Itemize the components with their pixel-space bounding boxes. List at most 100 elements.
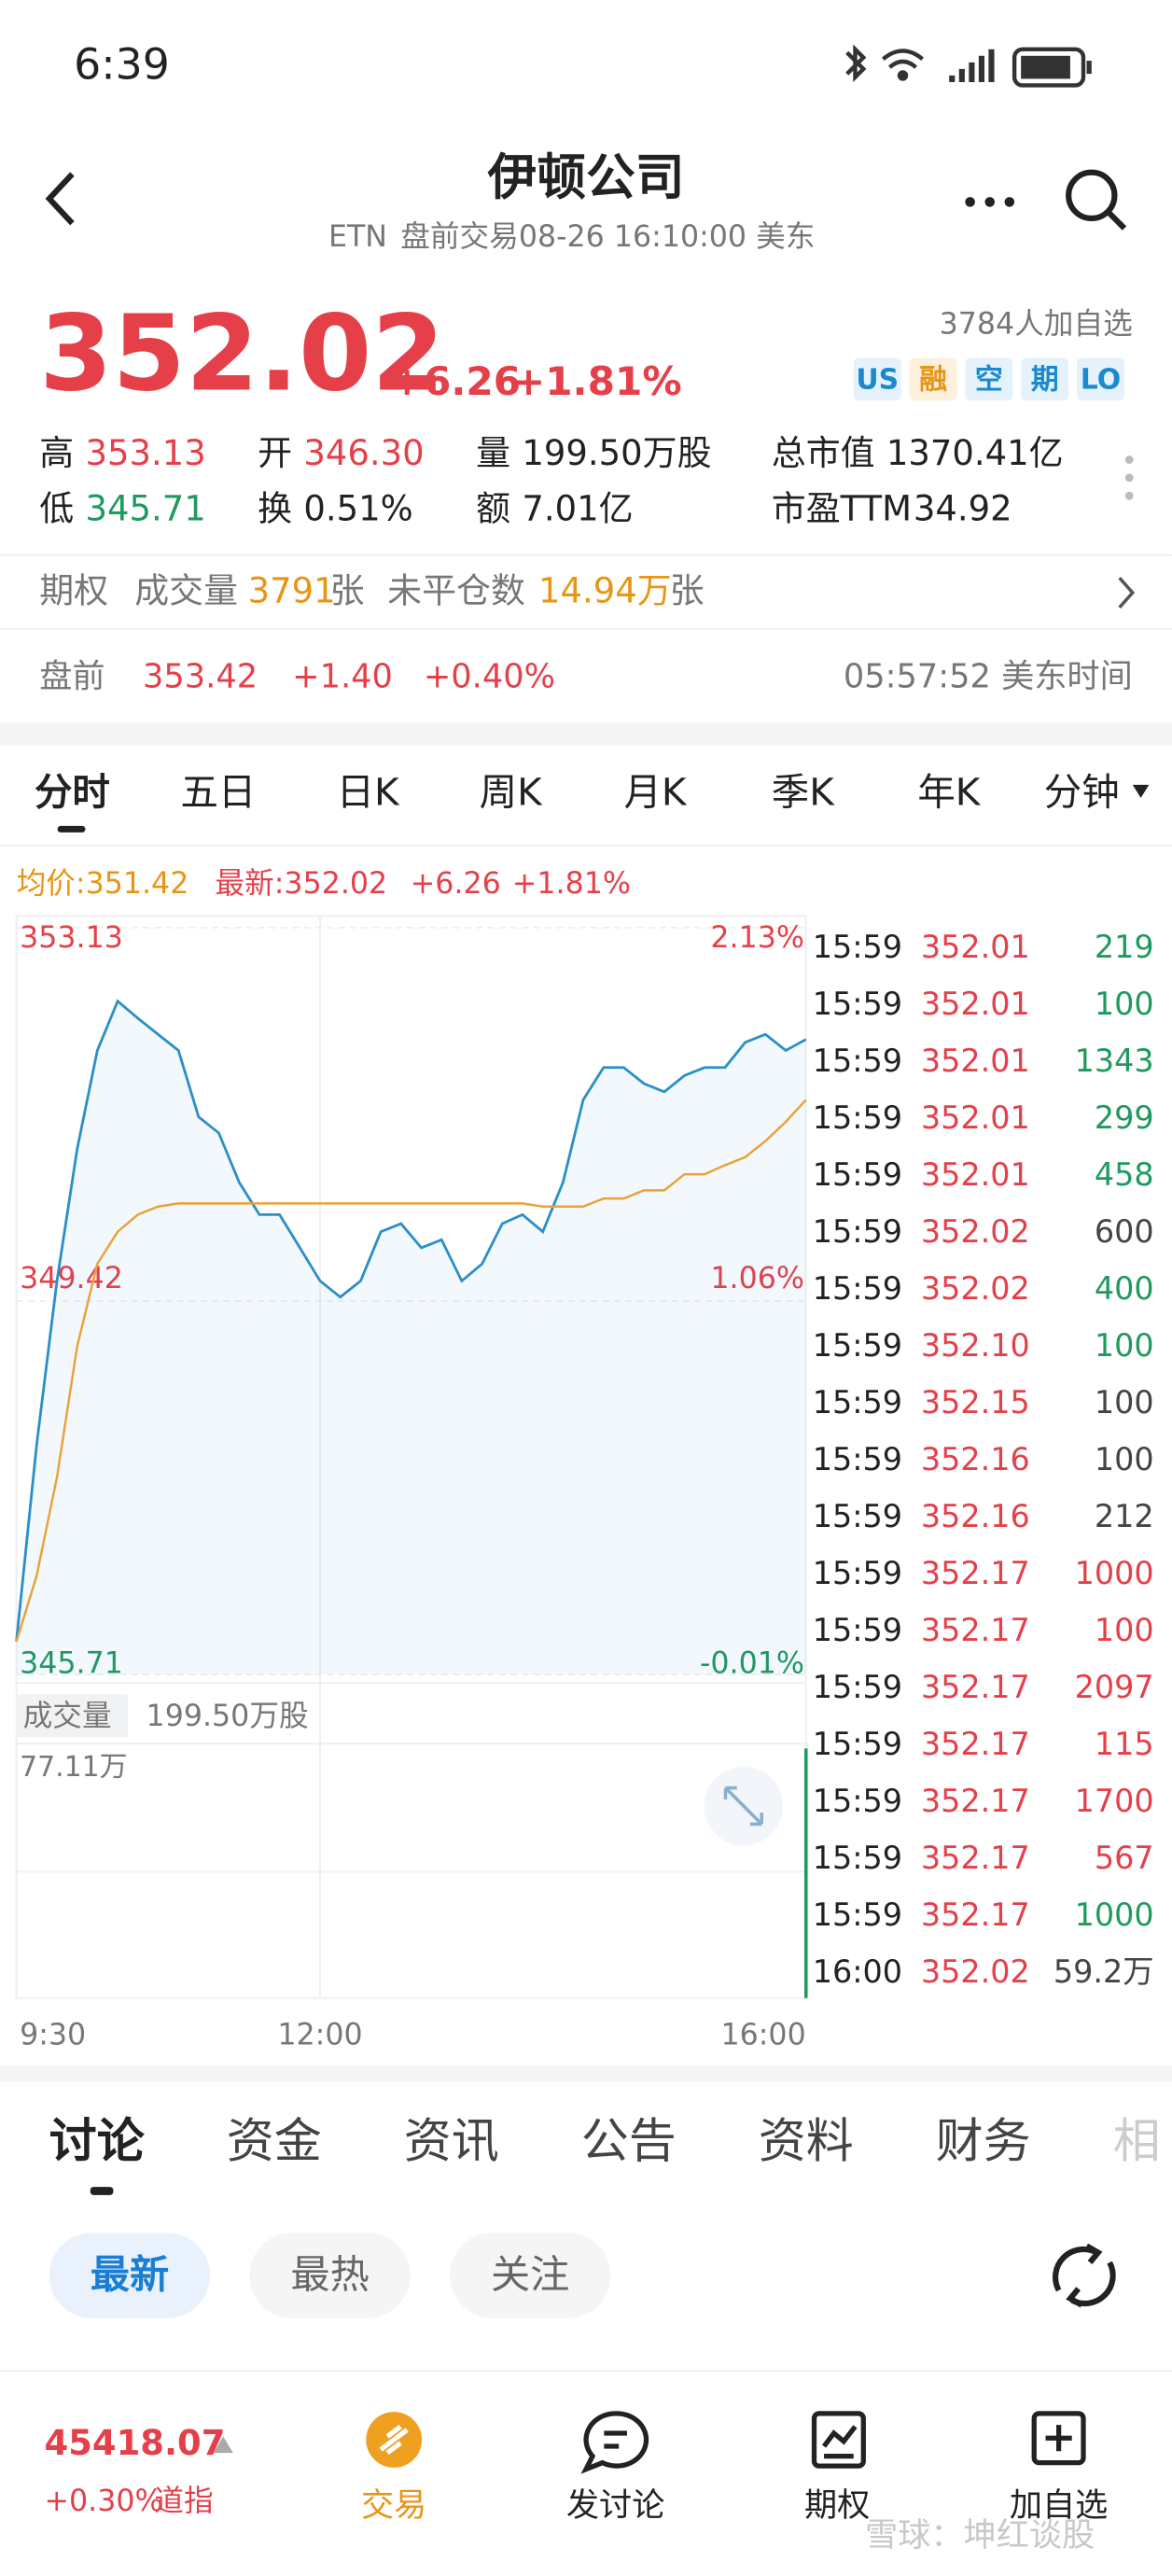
content-tab-indicator: [90, 2187, 114, 2195]
filter-pill[interactable]: [49, 2233, 211, 2318]
trade-price: 352.01: [921, 986, 1030, 1022]
trade-volume: 100: [1095, 1612, 1154, 1648]
options-volume-unit: 张: [330, 571, 365, 611]
nav-item[interactable]: 交易: [361, 2486, 426, 2525]
content-tab[interactable]: 资料: [759, 2114, 854, 2169]
premarket-change-pct: +0.40%: [424, 658, 555, 696]
avg-line: [15, 1099, 807, 1643]
tag: LO: [1081, 364, 1121, 397]
period-tab[interactable]: 分时: [35, 769, 110, 814]
x-tick-label: 16:00: [720, 2018, 805, 2051]
price-area: [16, 1001, 806, 1675]
trade-price: 352.01: [921, 1099, 1030, 1136]
trade-price: 352.17: [921, 1897, 1030, 1933]
trade-time: 15:59: [813, 1840, 902, 1876]
more-button[interactable]: [965, 197, 1015, 207]
content-tab[interactable]: 资金: [227, 2114, 322, 2169]
index-value: 45418.07: [45, 2423, 226, 2463]
trade-time: 15:59: [813, 1555, 902, 1591]
quote-price: 352.02: [39, 293, 444, 415]
tag: US: [856, 364, 899, 397]
trade-time: 15:59: [813, 1612, 902, 1648]
y-tick-label: 345.71: [20, 1647, 123, 1681]
trade-volume: 100: [1095, 986, 1154, 1022]
stat-label: 市盈TTM: [772, 489, 912, 529]
x-tick-label: 12:00: [277, 2018, 362, 2051]
period-tab[interactable]: 周K: [480, 769, 543, 814]
nav-item[interactable]: 期权: [804, 2486, 870, 2525]
trade-time: 15:59: [813, 1897, 902, 1933]
content-tab[interactable]: 财务: [936, 2114, 1031, 2169]
options-oi-label: 未平仓数: [387, 571, 525, 611]
trade-volume: 1700: [1075, 1783, 1154, 1819]
trade-price: 352.16: [921, 1441, 1030, 1477]
trade-volume: 115: [1095, 1726, 1154, 1762]
filter-pill[interactable]: [449, 2233, 611, 2318]
filter[interactable]: 最新: [91, 2251, 169, 2297]
filter[interactable]: 关注: [491, 2251, 569, 2297]
trade-price: 352.02: [921, 1953, 1030, 1990]
period-tab[interactable]: 年K: [917, 769, 981, 814]
period-tab[interactable]: 日K: [337, 769, 400, 814]
stat-value: 34.92: [914, 489, 1012, 529]
period-tab[interactable]: 五日: [181, 769, 257, 814]
volume-total: 199.50万股: [146, 1700, 309, 1733]
period-tab[interactable]: 季K: [772, 769, 835, 814]
more-stats[interactable]: [1124, 455, 1134, 500]
pct-tick-label: -0.01%: [700, 1647, 804, 1681]
trade-time: 16:00: [813, 1953, 902, 1990]
back-button[interactable]: [45, 172, 75, 226]
stat-value: 353.13: [85, 433, 205, 473]
content-tab[interactable]: 公告: [581, 2114, 677, 2169]
nav-item[interactable]: 发讨论: [566, 2486, 665, 2525]
trade-volume: 100: [1095, 1327, 1154, 1364]
options-arrow[interactable]: [1118, 577, 1136, 609]
dropdown-arrow[interactable]: [1132, 784, 1150, 798]
trade-price: 352.10: [921, 1327, 1030, 1364]
premarket-price: 353.42: [143, 658, 258, 696]
trade-time: 15:59: [813, 1270, 902, 1307]
period-tab[interactable]: 月K: [623, 769, 687, 814]
trade-time: 15:59: [813, 929, 902, 965]
index-name: 道指: [154, 2485, 213, 2518]
volume-max: 77.11万: [20, 1751, 127, 1784]
premarket-time: 05:57:52 美东时间: [844, 658, 1133, 696]
content-tab[interactable]: 相: [1113, 2114, 1161, 2169]
period-tab[interactable]: 分钟: [1044, 769, 1120, 814]
options-volume: 3791: [248, 571, 336, 611]
stat-value: 0.51%: [303, 489, 412, 529]
legend-change: +6.26: [411, 867, 501, 901]
stat-label: 量: [476, 433, 510, 473]
tag-bg: [965, 357, 1013, 401]
watermark: 雪球：坤红谈股: [865, 2516, 1095, 2555]
header-ticker: ETN: [328, 220, 387, 254]
trade-time: 15:59: [813, 1043, 902, 1079]
trade-time: 15:59: [813, 1156, 902, 1193]
search-button[interactable]: [1066, 169, 1127, 231]
status-time: 6:39: [74, 40, 170, 90]
trade-time: 15:59: [813, 1669, 902, 1705]
filter[interactable]: 最热: [290, 2251, 369, 2297]
y-tick-label: 349.42: [20, 1262, 123, 1295]
filter-pill[interactable]: [249, 2233, 411, 2318]
trade-volume: 1343: [1075, 1043, 1154, 1079]
trade-price: 352.02: [921, 1213, 1030, 1250]
trade-volume: 600: [1095, 1213, 1154, 1250]
nav-item[interactable]: 加自选: [1010, 2486, 1109, 2525]
expand-button[interactable]: [704, 1766, 784, 1846]
tag: 期: [1031, 364, 1059, 397]
trade-time: 15:59: [813, 1441, 902, 1477]
tag-bg: [1021, 357, 1069, 401]
refresh-button[interactable]: [1053, 2243, 1116, 2308]
x-tick-label: 9:30: [20, 2018, 86, 2051]
trade-volume: 1000: [1075, 1897, 1154, 1933]
stat-label: 总市值: [772, 433, 875, 473]
y-tick-label: 353.13: [20, 921, 123, 955]
content-tab[interactable]: 讨论: [49, 2114, 146, 2169]
stat-value: 7.01亿: [522, 489, 633, 529]
content-tab[interactable]: 资讯: [404, 2114, 499, 2169]
tag-bg: [853, 357, 901, 401]
